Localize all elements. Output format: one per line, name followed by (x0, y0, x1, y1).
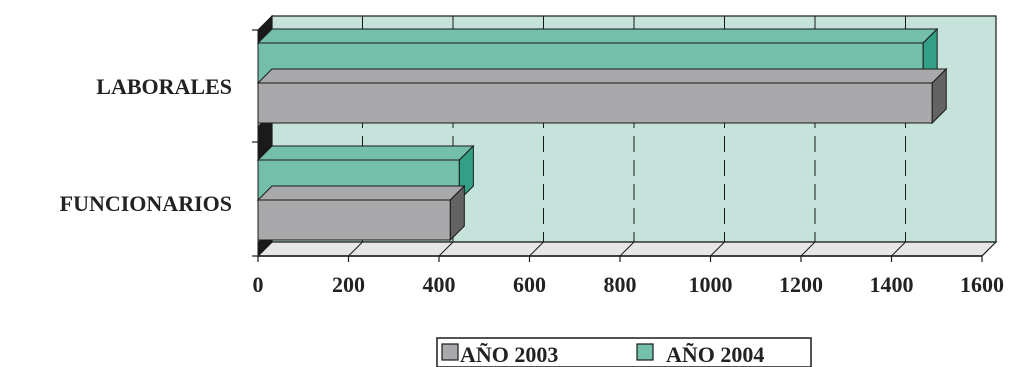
left-wall-edge (258, 112, 272, 160)
bar-laborales-año-2004-top (256, 28, 939, 44)
legend: AÑO 2003 AÑO 2004 (436, 337, 812, 367)
x-tick-label-1200: 1200 (779, 272, 823, 297)
legend-box (436, 337, 812, 367)
axes (252, 29, 983, 262)
floor-gridline (438, 241, 454, 257)
floor-gridline (348, 241, 363, 257)
category-label-funcionarios: FUNCIONARIOS (60, 191, 232, 216)
bar-laborales-año-2003 (257, 82, 933, 124)
legend-label-2003: AÑO 2003 (460, 342, 558, 367)
floor-gridline (800, 241, 816, 257)
bar-funcionarios-año-2004-top (256, 145, 475, 161)
bar-funcionarios-año-2003-end (449, 184, 465, 242)
legend-swatch-2004 (636, 343, 654, 361)
x-tick-label-600: 600 (513, 272, 546, 297)
floor-gridline (529, 241, 544, 257)
floor-gridline (619, 241, 635, 257)
x-tick-label-1000: 1000 (689, 272, 733, 297)
category-label-laborales: LABORALES (96, 74, 232, 99)
x-tick-label-400: 400 (423, 272, 456, 297)
legend-swatch-2003 (441, 343, 459, 361)
bar-laborales-año-2003-top (256, 68, 948, 84)
bar-funcionarios-año-2003 (257, 199, 451, 241)
x-tick-labels: 0 200 400 600 800 1000 1200 1400 1600 (253, 272, 1005, 297)
left-wall-edge (258, 16, 272, 44)
x-tick-label-1400: 1400 (870, 272, 914, 297)
bars (256, 27, 948, 242)
x-tick-label-0: 0 (253, 272, 264, 297)
bar-funcionarios-año-2003-top (256, 185, 466, 201)
x-tick-label-800: 800 (604, 272, 637, 297)
floor-gridline (710, 241, 725, 257)
x-tick-label-1600: 1600 (960, 272, 1004, 297)
x-tick-label-200: 200 (332, 272, 365, 297)
legend-label-2004: AÑO 2004 (666, 342, 764, 367)
bar-laborales-año-2003-end (931, 67, 947, 125)
floor-gridline (891, 241, 906, 257)
